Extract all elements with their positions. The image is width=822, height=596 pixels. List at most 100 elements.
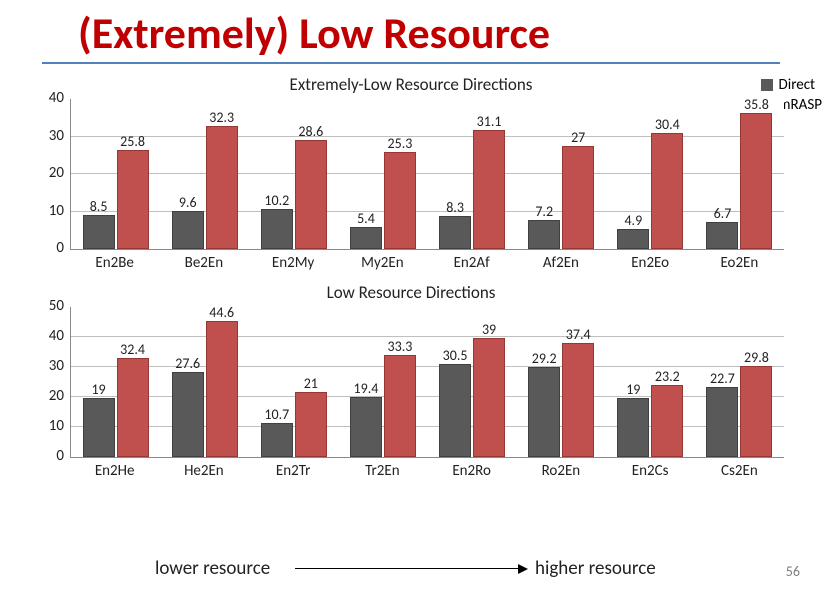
y-tick-label: 30 bbox=[49, 127, 64, 145]
bar-direct: 19 bbox=[617, 398, 649, 457]
x-tick-label: Af2En bbox=[516, 250, 605, 272]
x-tick-label: En2Cs bbox=[606, 458, 695, 480]
bar-mrasp: 44.6 bbox=[206, 321, 238, 457]
bar-value-label: 21 bbox=[304, 375, 318, 392]
chart-plot: 1932.427.644.610.72119.433.330.53929.237… bbox=[70, 307, 784, 458]
title-underline bbox=[42, 62, 780, 64]
bar-group: 7.2 27 bbox=[517, 99, 606, 249]
chart-block: Low Resource Directions010203040501932.4… bbox=[38, 282, 784, 480]
x-tick-label: En2Be bbox=[70, 250, 159, 272]
bar-value-label: 27 bbox=[571, 129, 585, 146]
bar-value-label: 8.3 bbox=[446, 199, 464, 216]
y-tick-label: 40 bbox=[49, 327, 64, 345]
bar-value-label: 31.1 bbox=[477, 113, 502, 130]
bar-mrasp: 21 bbox=[295, 392, 327, 457]
bar-value-label: 39 bbox=[482, 321, 496, 338]
bar-mrasp: 23.2 bbox=[651, 385, 683, 457]
bar-value-label: 29.2 bbox=[532, 350, 557, 367]
bar-mrasp: 37.4 bbox=[562, 343, 594, 457]
bar-group: 5.4 25.3 bbox=[338, 99, 427, 249]
chart-area: 010203040501932.427.644.610.72119.433.33… bbox=[38, 307, 784, 458]
resource-arrow-head-icon bbox=[518, 564, 528, 574]
bar-mrasp: 30.4 bbox=[651, 133, 683, 249]
bar-direct: 29.2 bbox=[528, 367, 560, 457]
chart-plot: 8.525.89.632.310.228.65.425.38.331.17.22… bbox=[70, 99, 784, 250]
x-tick-label: He2En bbox=[159, 458, 248, 480]
bar-direct: 4.9 bbox=[617, 229, 649, 249]
bar-group: 1932.4 bbox=[71, 307, 160, 457]
bar-direct: 22.7 bbox=[706, 387, 738, 457]
bar-direct: 6.7 bbox=[706, 222, 738, 249]
bar-value-label: 44.6 bbox=[209, 304, 234, 321]
bar-value-label: 27.6 bbox=[175, 355, 200, 372]
x-tick-label: Cs2En bbox=[695, 458, 784, 480]
bar-value-label: 35.8 bbox=[744, 96, 769, 113]
x-tick-label: Be2En bbox=[159, 250, 248, 272]
x-tick-label: Ro2En bbox=[516, 458, 605, 480]
bar-mrasp: 35.8 bbox=[740, 113, 772, 249]
y-tick-label: 0 bbox=[56, 239, 64, 257]
x-tick-label: Tr2En bbox=[338, 458, 427, 480]
bar-group: 30.5 39 bbox=[428, 307, 517, 457]
bar-group: 8.5 25.8 bbox=[71, 99, 160, 249]
bar-direct: 10.2 bbox=[261, 209, 293, 249]
bar-value-label: 6.7 bbox=[714, 205, 732, 222]
x-tick-label: My2En bbox=[338, 250, 427, 272]
bar-value-label: 7.2 bbox=[535, 203, 553, 220]
bar-value-label: 30.4 bbox=[655, 116, 680, 133]
bar-direct: 30.5 bbox=[439, 364, 471, 458]
chart-block: Extremely-Low Resource Directions 0 10 20 30… bbox=[38, 74, 784, 272]
bar-direct: 9.6 bbox=[172, 211, 204, 249]
bar-value-label: 10.7 bbox=[264, 406, 289, 423]
bar-value-label: 25.8 bbox=[120, 133, 145, 150]
y-tick-label: 30 bbox=[49, 357, 64, 375]
bar-mrasp: 25.8 bbox=[117, 150, 149, 249]
page-number: 56 bbox=[786, 563, 800, 580]
bar-value-label: 19 bbox=[626, 381, 640, 398]
y-tick-label: 10 bbox=[49, 417, 64, 435]
bar-group: 27.644.6 bbox=[160, 307, 249, 457]
bar-direct: 19.4 bbox=[350, 397, 382, 457]
bar-value-label: 22.7 bbox=[710, 370, 735, 387]
y-tick-label: 10 bbox=[49, 202, 64, 220]
x-tick-label: Eo2En bbox=[695, 250, 784, 272]
bar-value-label: 30.5 bbox=[443, 347, 468, 364]
x-axis-labels: En2BeBe2EnEn2MyMy2EnEn2AfAf2EnEn2EoEo2En bbox=[70, 250, 784, 272]
bars-row: 1932.427.644.610.72119.433.330.53929.237… bbox=[71, 307, 784, 457]
x-tick-label: En2Tr bbox=[249, 458, 338, 480]
slide: (Extremely) Low Resource Direct mRASP Ex… bbox=[0, 0, 822, 596]
bar-mrasp: 32.3 bbox=[206, 126, 238, 249]
x-axis-labels: En2HeHe2EnEn2TrTr2EnEn2RoRo2EnEn2CsCs2En bbox=[70, 458, 784, 480]
bar-value-label: 29.8 bbox=[744, 349, 769, 366]
bar-group: 22.729.8 bbox=[695, 307, 784, 457]
bar-group: 9.632.3 bbox=[160, 99, 249, 249]
bar-value-label: 19.4 bbox=[354, 380, 379, 397]
chart-title: Extremely-Low Resource Directions bbox=[38, 74, 784, 95]
bar-mrasp: 33.3 bbox=[384, 355, 416, 457]
annotation-higher-resource: higher resource bbox=[535, 557, 656, 580]
bar-group: 1923.2 bbox=[606, 307, 695, 457]
bar-value-label: 32.4 bbox=[120, 341, 145, 358]
bar-value-label: 25.3 bbox=[388, 135, 413, 152]
x-tick-label: En2Af bbox=[427, 250, 516, 272]
bar-mrasp: 29.8 bbox=[740, 366, 772, 457]
bar-mrasp: 28.6 bbox=[295, 140, 327, 249]
bar-value-label: 9.6 bbox=[179, 194, 197, 211]
y-axis: 01020304050 bbox=[38, 307, 70, 457]
y-tick-label: 20 bbox=[49, 164, 64, 182]
legend-label-mrasp: mRASP bbox=[779, 96, 822, 114]
x-tick-label: En2My bbox=[249, 250, 338, 272]
bar-value-label: 8.5 bbox=[90, 198, 108, 215]
bar-value-label: 19 bbox=[91, 381, 105, 398]
y-tick-label: 20 bbox=[49, 387, 64, 405]
bar-direct: 7.2 bbox=[528, 220, 560, 249]
charts-container: Extremely-Low Resource Directions 0 10 20 30… bbox=[38, 74, 784, 480]
legend-label-direct: Direct bbox=[779, 76, 816, 94]
bar-direct: 27.6 bbox=[172, 372, 204, 457]
bar-group: 29.237.4 bbox=[517, 307, 606, 457]
bar-mrasp: 25.3 bbox=[384, 152, 416, 249]
bar-group: 10.228.6 bbox=[249, 99, 338, 249]
bar-mrasp: 32.4 bbox=[117, 358, 149, 457]
bar-value-label: 5.4 bbox=[357, 210, 375, 227]
bar-direct: 19 bbox=[83, 398, 115, 457]
